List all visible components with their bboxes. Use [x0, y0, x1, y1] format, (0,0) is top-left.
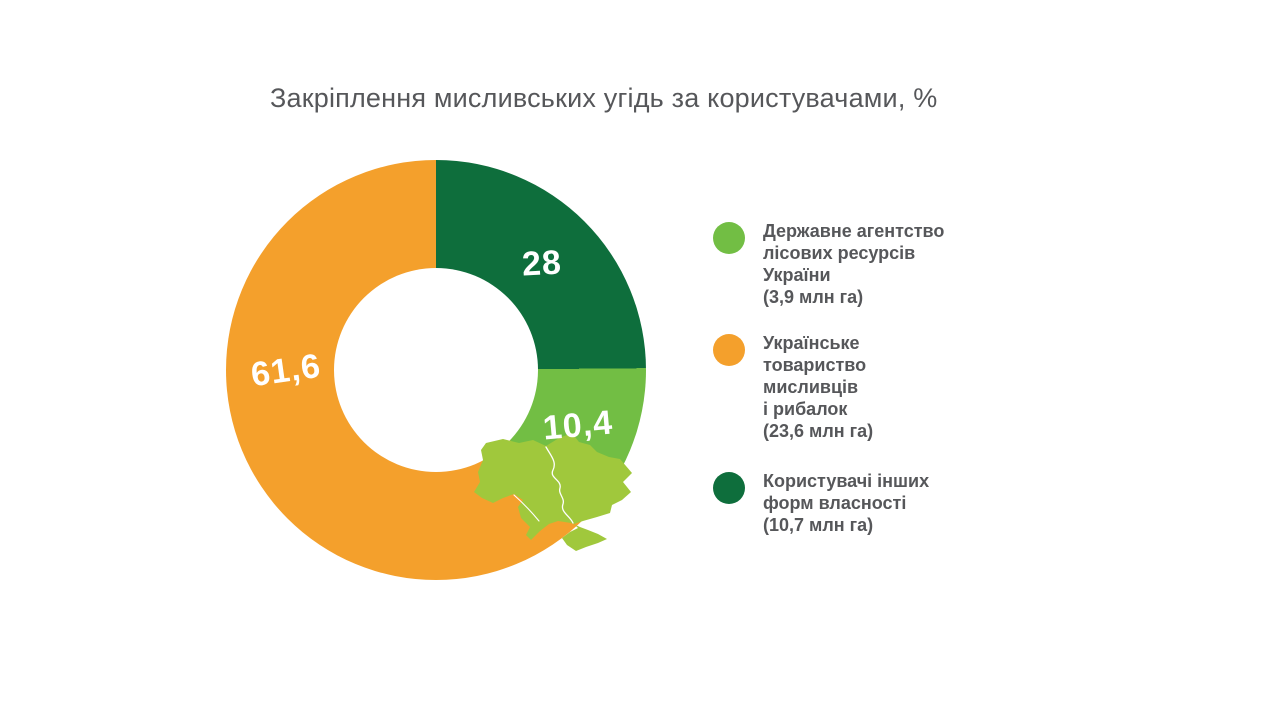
donut-hole — [334, 268, 632, 551]
legend-label: Користувачі інших форм власності (10,7 м… — [763, 471, 930, 535]
donut-chart — [226, 160, 646, 580]
legend-label: Українське товариство мисливців і рибало… — [763, 333, 874, 441]
chart-title: Закріплення мисливських угідь за користу… — [270, 83, 938, 113]
legend-label: Державне агентство лісових ресурсів Укра… — [763, 221, 945, 307]
dniester-river-line — [513, 494, 540, 522]
ukraine-outline — [474, 433, 632, 551]
legend-dot-dark-green — [713, 472, 745, 504]
slice-value-forest-agency: 10,4 — [541, 403, 615, 448]
ukraine-map-icon — [474, 433, 632, 551]
legend-dot-light-green — [713, 222, 745, 254]
dnipro-river-line — [545, 446, 574, 524]
slice-value-other-owners: 28 — [521, 243, 563, 284]
legend-dot-orange — [713, 334, 745, 366]
